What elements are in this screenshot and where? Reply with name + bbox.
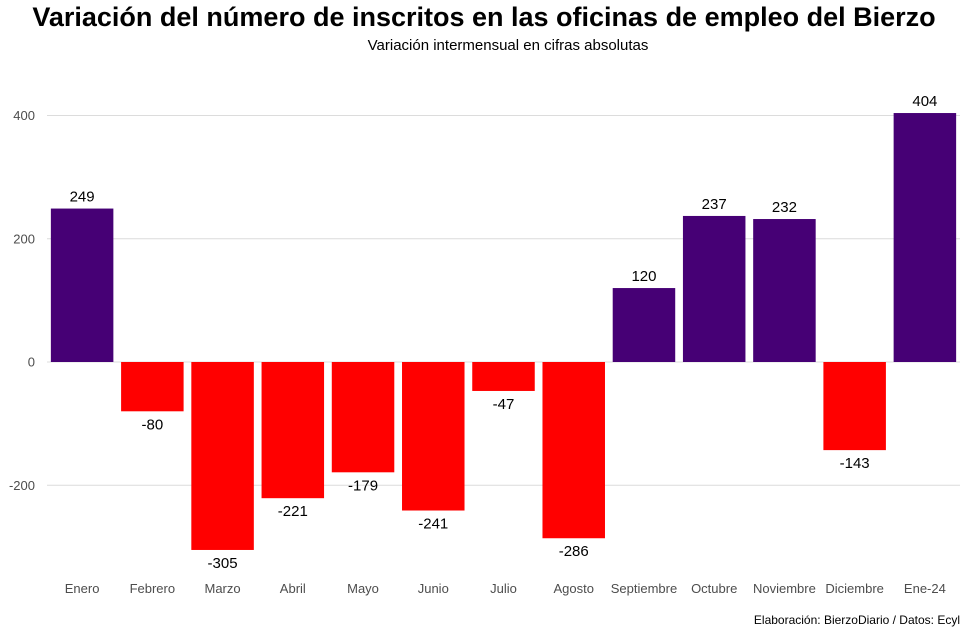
source-caption: Elaboración: BierzoDiario / Datos: Ecyl: [753, 613, 960, 627]
y-tick-label: 0: [28, 355, 35, 370]
bar: [121, 362, 184, 412]
x-tick-label: Enero: [65, 581, 100, 596]
y-tick-label: 200: [13, 231, 35, 246]
bar: [682, 215, 746, 362]
bar: [612, 288, 676, 362]
bar: [823, 362, 886, 451]
bars: [50, 113, 957, 550]
data-labels: 249 -80 -305 -221 -179 -241 -47 -286 120 237 232 -1…: [70, 93, 938, 572]
data-label: -241: [418, 516, 448, 533]
bar: [50, 208, 114, 362]
x-tick-label: Febrero: [130, 581, 176, 596]
x-tick-label: Noviembre: [753, 581, 816, 596]
data-label: -47: [493, 396, 515, 413]
data-label: -305: [208, 555, 238, 572]
bar: [542, 362, 605, 539]
y-axis-ticks: 400 200 0 -200: [9, 108, 35, 493]
bar: [402, 362, 465, 511]
data-label: -286: [559, 543, 589, 560]
x-tick-label: Abril: [280, 581, 306, 596]
y-tick-label: 400: [13, 108, 35, 123]
bar: [261, 362, 325, 499]
data-label: 237: [702, 196, 727, 213]
chart-subtitle: Variación intermensual en cifras absolut…: [367, 37, 649, 54]
data-label: -221: [278, 503, 308, 520]
data-label: 404: [912, 93, 937, 110]
x-tick-label: Julio: [490, 581, 517, 596]
data-label: 232: [772, 199, 797, 216]
data-label: 249: [70, 189, 95, 206]
bar: [893, 113, 957, 362]
gridlines: [47, 115, 960, 486]
bar: [191, 362, 254, 550]
x-tick-label: Octubre: [691, 581, 737, 596]
data-label: -80: [142, 416, 164, 433]
x-tick-label: Mayo: [347, 581, 379, 596]
bar: [331, 362, 395, 473]
chart-title: Variación del número de inscritos en las…: [32, 2, 936, 32]
x-tick-label: Marzo: [205, 581, 241, 596]
x-tick-label: Junio: [418, 581, 449, 596]
y-tick-label: -200: [9, 478, 35, 493]
data-label: -143: [840, 455, 870, 472]
bar: [472, 362, 535, 391]
data-label: 120: [631, 268, 656, 285]
data-label: -179: [348, 477, 378, 494]
x-tick-label: Septiembre: [611, 581, 677, 596]
bar: [753, 219, 816, 362]
x-tick-label: Agosto: [553, 581, 593, 596]
x-tick-label: Diciembre: [825, 581, 884, 596]
x-tick-label: Ene-24: [904, 581, 946, 596]
x-axis-ticks: Enero Febrero Marzo Abril Mayo Junio Julio Agos…: [65, 581, 946, 596]
